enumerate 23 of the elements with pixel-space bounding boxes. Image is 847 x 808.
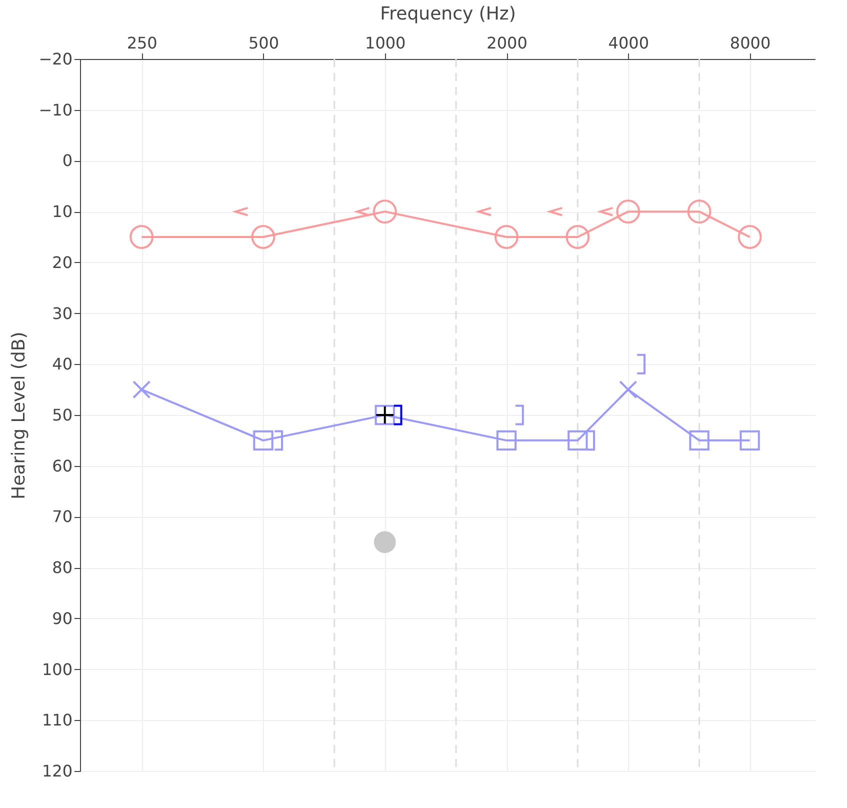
y-tick-label: 90	[52, 608, 72, 628]
y-tick-label: 10	[52, 202, 72, 222]
y-tick-label: −20	[38, 50, 72, 68]
y-tick-label: 110	[42, 710, 72, 730]
x-tick-label: 1000	[365, 34, 406, 52]
y-tick-label: 100	[42, 660, 72, 679]
y-tick-label: 70	[52, 507, 72, 526]
y-tick-label: −10	[38, 100, 72, 120]
y-tick-label: 120	[42, 762, 72, 780]
y-tick-label: 80	[52, 558, 72, 578]
x-axis-title: Frequency (Hz)	[380, 4, 516, 24]
y-tick-label: 30	[52, 304, 72, 323]
x-tick-label: 500	[248, 34, 280, 52]
y-tick-label: 60	[52, 456, 72, 476]
y-tick-label: 0	[62, 151, 72, 170]
x-tick-label: 2000	[486, 34, 528, 52]
y-tick-label: 40	[52, 354, 72, 374]
x-tick-label: 4000	[608, 34, 650, 52]
y-tick-label: 50	[52, 406, 72, 424]
x-tick-label: 250	[126, 34, 158, 52]
x-tick-label: 8000	[730, 34, 771, 52]
y-tick-label: 20	[52, 252, 72, 272]
y-axis-title: Hearing Level (dB)	[8, 332, 30, 500]
